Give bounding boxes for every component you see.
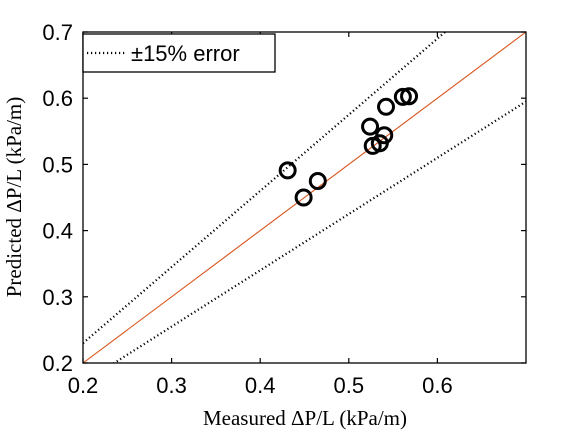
reference-line-0 <box>83 32 526 363</box>
data-point <box>393 87 412 106</box>
ticks-layer: 0.2 0.3 0.4 0.5 0.6 0.2 0.3 0.4 0.5 0.6 0.7 <box>42 20 526 398</box>
y-tick-label: 0.5 <box>42 152 73 177</box>
plot-frame <box>82 31 527 364</box>
data-point <box>278 161 297 180</box>
y-axis-label: Predicted ΔP/L (kPa/m) <box>2 97 26 298</box>
data-point <box>361 117 380 136</box>
y-tick-label: 0.7 <box>42 20 73 45</box>
x-tick-label: 0.4 <box>245 373 276 398</box>
x-tick-label: 0.2 <box>68 373 99 398</box>
reference-line-1 <box>83 32 447 344</box>
y-tick-label: 0.3 <box>42 285 73 310</box>
data-point <box>377 97 396 116</box>
data-points-layer <box>278 87 419 207</box>
reference-lines-layer <box>83 32 526 363</box>
legend: ±15% error <box>82 33 276 73</box>
x-axis-label: Measured ΔP/L (kPa/m) <box>203 406 407 430</box>
legend-label-error: ±15% error <box>131 41 240 66</box>
x-tick-label: 0.3 <box>156 373 187 398</box>
data-point <box>308 171 327 190</box>
data-point <box>375 126 394 145</box>
y-tick-label: 0.2 <box>42 351 73 376</box>
y-tick-label: 0.6 <box>42 86 73 111</box>
data-point <box>400 87 419 106</box>
x-tick-label: 0.5 <box>334 373 365 398</box>
x-tick-label: 0.6 <box>422 373 453 398</box>
y-tick-label: 0.4 <box>42 219 73 244</box>
data-point <box>294 188 313 207</box>
